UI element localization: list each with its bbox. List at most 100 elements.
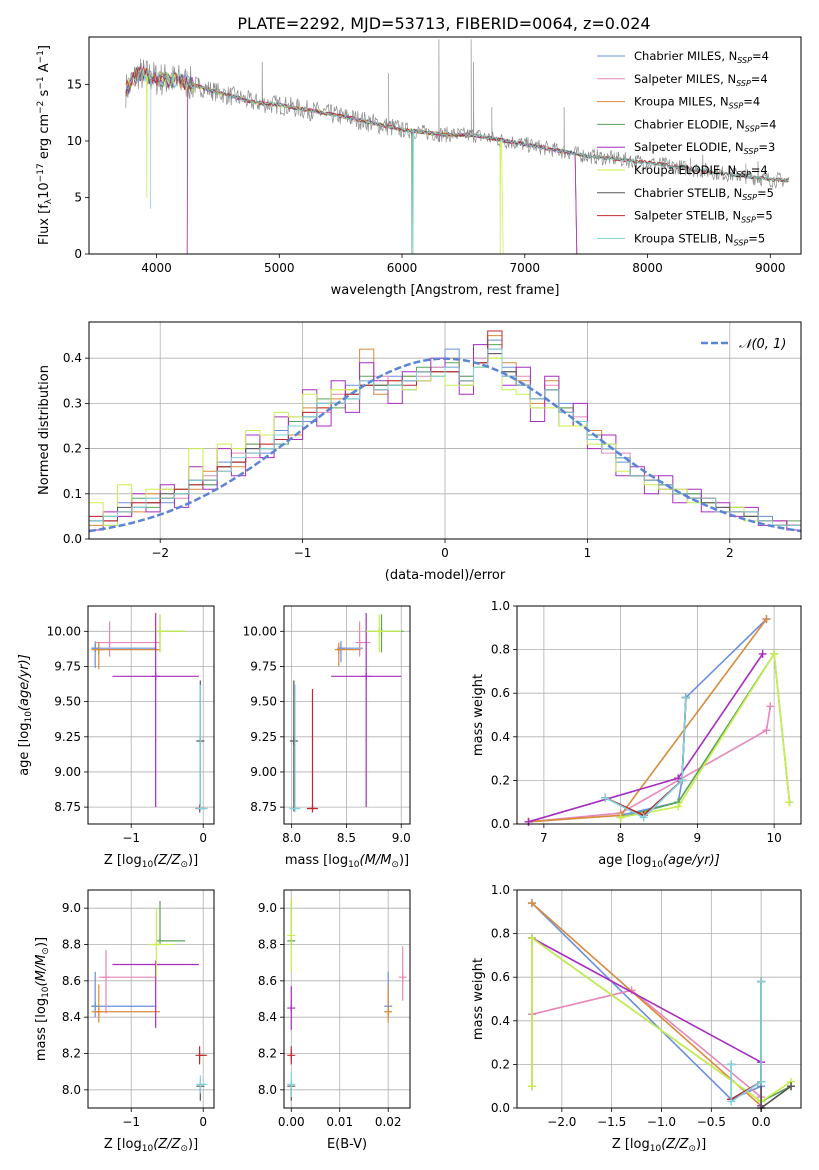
age-vs-mass-x-tick-label: 8.0 (282, 831, 301, 845)
residuals-y-tick-label: 0.3 (63, 396, 82, 410)
spectrum-x-tick-label: 6000 (387, 261, 418, 275)
mass-vs-extinction-y-tick-label: 9.0 (258, 901, 277, 915)
mass-vs-metallicity-point (152, 940, 161, 949)
weight-vs-age-series-line (604, 697, 687, 817)
residuals-x-tick-label: 0 (441, 546, 449, 560)
age-vs-mass-y-tick-label: 10.00 (243, 624, 277, 638)
weight-vs-metallicity-x-tick-label: 0.0 (752, 1115, 771, 1129)
mass-vs-metallicity-point (91, 1002, 100, 1011)
spectrum-y-label: Flux [fλ10−17 erg cm−2 s−1 A−1] (36, 45, 54, 245)
age-vs-metallicity-panel: −1 0 8.75 9.00 9.25 9.50 9.75 10.00 Z [log10(Z/… (17, 605, 215, 870)
weight-vs-metallicity-y-tick-label: 1.0 (491, 883, 510, 897)
mass-vs-extinction-y-tick-label: 8.6 (258, 974, 277, 988)
age-vs-mass-x-tick-label: 8.5 (337, 831, 356, 845)
weight-vs-age-panel: 7 8 9 10 0.0 0.2 0.4 0.6 0.8 1.0 age [log10(age/y… (471, 599, 802, 870)
spectrum-panel: 4000 5000 6000 7000 8000 9000 0 5 10 15 wavelengt… (36, 36, 802, 298)
weight-vs-age-series-line (604, 697, 687, 817)
legend-label: Kroupa STELIB, NSSP=5 (634, 231, 765, 247)
mass-vs-metallicity-point (94, 1007, 103, 1016)
weight-vs-age-point (601, 793, 610, 802)
weight-vs-age-point (678, 776, 687, 785)
age-vs-metallicity-y-tick-label: 8.75 (54, 800, 81, 814)
age-vs-mass-panel: 8.0 8.5 9.0 8.75 9.00 9.25 9.50 9.75 10.00 mass … (243, 605, 411, 870)
spectrum-y-tick-label: 0 (74, 247, 82, 261)
mass-vs-extinction-x-tick-label: 0.02 (375, 1115, 402, 1129)
weight-vs-age-y-label: mass weight (471, 674, 486, 756)
weight-vs-metallicity-series-line (531, 902, 762, 1107)
age-vs-mass-point (290, 804, 299, 813)
weight-vs-metallicity-series-line (531, 936, 792, 1103)
legend-label: Chabrier STELIB, NSSP=5 (634, 186, 774, 202)
weight-vs-age-y-tick-label: 1.0 (491, 599, 510, 613)
age-vs-mass-point (362, 672, 371, 681)
legend-label: Kroupa MILES, NSSP=4 (634, 95, 760, 111)
weight-vs-age-point (616, 813, 625, 822)
weight-vs-age-series-line (604, 697, 687, 819)
spectrum-y-tick-label: 5 (74, 190, 82, 204)
mass-vs-metallicity-y-tick-label: 8.6 (62, 974, 81, 988)
age-vs-mass-point (355, 638, 364, 647)
mass-vs-metallicity-point (196, 1080, 205, 1089)
figure-title: PLATE=2292, MJD=53713, FIBERID=0064, z=0… (237, 14, 650, 33)
weight-vs-age-series-line (528, 653, 764, 823)
model-spectrum-line (125, 69, 504, 254)
age-vs-metallicity-y-tick-label: 9.00 (54, 765, 81, 779)
weight-vs-metallicity-y-tick-label: 0.6 (491, 970, 510, 984)
age-vs-metallicity-point (196, 804, 205, 813)
weight-vs-metallicity-point (527, 899, 536, 908)
mass-vs-extinction-x-label: E(B-V) (327, 1137, 367, 1152)
spectrum-x-label: wavelength [Angstrom, rest frame] (331, 283, 560, 298)
model-spectrum-line (125, 67, 578, 254)
weight-vs-age-x-tick-label: 9 (694, 831, 702, 845)
residual-histogram-step (89, 348, 801, 526)
mass-vs-extinction-point (287, 931, 296, 940)
weight-vs-metallicity-point (727, 1060, 736, 1069)
weight-vs-age-point (681, 693, 690, 702)
weight-vs-age-point (674, 802, 683, 811)
age-vs-mass-axes-frame (283, 605, 411, 825)
weight-vs-age-axes-frame (516, 605, 802, 825)
gaussian-legend-label: 𝒩(0, 1) (739, 337, 786, 352)
weight-vs-metallicity-series-line (730, 981, 762, 1100)
mass-vs-metallicity-y-label: mass [log10(M/M⊙)] (34, 937, 51, 1061)
age-vs-metallicity-y-label: age [log10(age/yr)] (17, 654, 34, 776)
mass-vs-metallicity-x-tick-label: 0 (199, 1115, 207, 1129)
age-vs-metallicity-x-tick-label: 0 (199, 831, 207, 845)
age-vs-mass-point (308, 804, 317, 813)
age-vs-metallicity-axes-frame (87, 605, 215, 825)
weight-vs-metallicity-series-line (730, 981, 762, 1103)
weight-vs-age-point (766, 702, 775, 711)
residuals-panel: −2 −1 0 1 2 0.0 0.1 0.2 0.3 0.4 (data-model)/erro… (37, 321, 802, 583)
mass-vs-metallicity-point (156, 936, 164, 945)
weight-vs-age-x-tick-label: 8 (617, 831, 625, 845)
residuals-x-tick-label: −1 (294, 546, 312, 560)
age-vs-mass-point (375, 627, 384, 636)
mass-vs-extinction-y-tick-label: 8.0 (258, 1083, 277, 1097)
weight-vs-metallicity-panel: −2.0 −1.5 −1.0 −0.5 0.0 0.0 0.2 0.4 0.6 0.8 1.0 Z … (471, 883, 802, 1154)
weight-vs-metallicity-y-tick-label: 0.4 (491, 1014, 510, 1028)
weight-vs-age-point (770, 649, 779, 658)
weight-vs-metallicity-x-tick-label: −1.5 (597, 1115, 626, 1129)
mass-vs-extinction-axes-frame (283, 889, 411, 1109)
legend-label: Chabrier MILES, NSSP=4 (634, 49, 769, 65)
age-vs-mass-point (336, 644, 345, 653)
age-vs-mass-x-tick-label: 9.0 (392, 831, 411, 845)
weight-vs-metallicity-point (757, 1077, 766, 1086)
mass-vs-metallicity-axes-frame (87, 889, 215, 1109)
weight-vs-age-y-tick-label: 0.8 (491, 643, 510, 657)
spectrum-x-tick-label: 7000 (510, 261, 541, 275)
weight-vs-age-y-tick-label: 0.2 (491, 773, 510, 787)
mass-vs-metallicity-point (151, 960, 160, 969)
age-vs-metallicity-x-tick-label: −1 (122, 831, 140, 845)
legend-label: Salpeter STELIB, NSSP=5 (634, 209, 773, 225)
age-vs-metallicity-point (105, 638, 114, 647)
spectrum-x-tick-label: 9000 (755, 261, 786, 275)
age-vs-mass-x-label: mass [log10(M/M⊙)] (285, 853, 409, 870)
spectrum-y-tick-label: 15 (67, 77, 82, 91)
weight-vs-metallicity-y-tick-label: 0.2 (491, 1057, 510, 1071)
spectrum-axes-frame (88, 36, 802, 255)
model-spectrum-line (125, 70, 578, 254)
weight-vs-age-point (524, 817, 533, 826)
residual-histogram-step (89, 357, 801, 526)
model-spectrum-line (125, 66, 578, 254)
